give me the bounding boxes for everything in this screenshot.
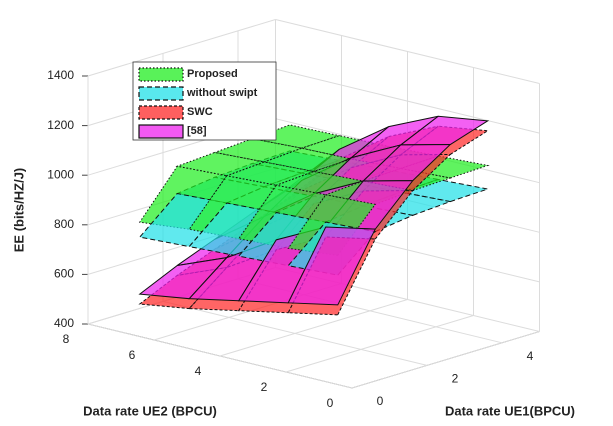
- grid-line: [219, 299, 408, 357]
- legend-label: without swipt: [186, 87, 258, 99]
- grid-line: [87, 19, 276, 77]
- legend: Proposed without swipt SWC [58]: [132, 61, 277, 141]
- legend-label: Proposed: [187, 68, 238, 80]
- z-tick-label: 400: [54, 316, 74, 330]
- z-tick-label: 600: [54, 267, 74, 281]
- y-tick-label: 2: [261, 380, 268, 394]
- x-axis-label: Data rate UE1(BPCU): [445, 403, 575, 418]
- legend-swatch: [138, 124, 184, 139]
- legend-label: [58]: [187, 125, 207, 137]
- x-tick-label: 0: [377, 394, 384, 408]
- y-tick-label: 0: [327, 396, 334, 410]
- y-axis-label: Data rate UE2 (BPCU): [83, 403, 217, 418]
- surfaces: [138, 115, 490, 316]
- legend-label: SWC: [187, 106, 213, 118]
- grid-line: [285, 315, 474, 373]
- grid-line: [351, 331, 540, 389]
- legend-swatch: [138, 67, 184, 82]
- y-tick-label: 8: [63, 332, 70, 346]
- legend-swatch: [138, 105, 184, 120]
- surface-patch: [262, 147, 354, 173]
- z-tick-label: 1000: [47, 167, 74, 181]
- z-tick-label: 1400: [47, 68, 74, 82]
- z-axis-label: EE (bits/HZ/J): [11, 168, 26, 253]
- z-tick-label: 800: [54, 217, 74, 231]
- legend-swatch: [138, 86, 184, 101]
- surface-patch: [287, 226, 377, 306]
- x-tick-label: 2: [452, 372, 459, 386]
- x-tick-label: 4: [527, 349, 534, 363]
- y-tick-label: 6: [129, 348, 136, 362]
- y-tick-label: 4: [195, 364, 202, 378]
- z-tick-label: 1200: [47, 118, 74, 132]
